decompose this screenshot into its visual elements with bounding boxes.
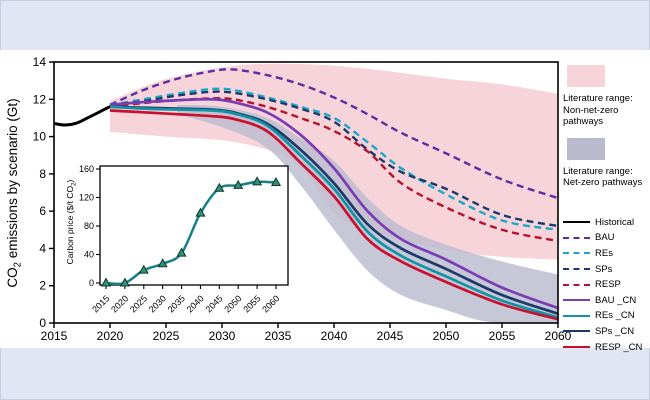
legend-patch-label-non-net-zero: Literature range: Non-net-zero pathways	[563, 93, 633, 127]
legend-line-swatch-sps-cn	[563, 330, 590, 333]
legend-line-swatch-res-cn	[563, 314, 590, 317]
svg-text:2025: 2025	[128, 293, 149, 314]
svg-text:120: 120	[79, 193, 94, 203]
svg-text:2055: 2055	[241, 293, 262, 314]
svg-text:8: 8	[39, 167, 46, 181]
svg-text:40: 40	[84, 250, 94, 260]
legend: Literature range: Non-net-zero pathways …	[563, 63, 650, 355]
inset-marker-triangle	[119, 277, 130, 287]
inset-ylabel-subscript: 2	[70, 182, 78, 186]
inset-marker-triangle	[100, 277, 112, 287]
legend-series-list: Historical BAU REs SPs RESP BAU _CN REs …	[563, 215, 650, 355]
main-axis-ticks: 2015 2020 2025 2030 2035 2040 2045 2050 2055 2060…	[33, 55, 572, 343]
inset-marker-triangle	[157, 258, 168, 268]
inset-y-axis-label: Carbon price ($/t CO2)	[65, 157, 78, 287]
svg-text:2020: 2020	[97, 329, 124, 343]
svg-text:2025: 2025	[153, 329, 180, 343]
series-line-bau	[109, 68, 558, 200]
inset-ylabel-text: Carbon price ($/t CO	[65, 185, 75, 265]
svg-text:2060: 2060	[260, 293, 281, 314]
svg-text:12: 12	[33, 92, 47, 106]
inset-marker-triangle	[233, 179, 244, 189]
svg-text:2045: 2045	[377, 329, 404, 343]
inset-marker-triangle	[195, 207, 206, 217]
legend-line-swatch-resp	[563, 283, 590, 286]
inset-marker-triangle	[176, 247, 187, 257]
legend-patch-net-zero	[567, 137, 605, 160]
svg-text:160: 160	[79, 164, 94, 174]
main-plot-border	[53, 61, 559, 324]
svg-text:2035: 2035	[166, 293, 187, 314]
legend-item-historical: Historical	[563, 215, 650, 231]
legend-line-swatch-sps	[563, 268, 590, 271]
legend-line-swatch-bau-cn	[563, 299, 590, 302]
svg-text:2030: 2030	[209, 329, 236, 343]
legend-item-resp-cn: RESP _CN	[563, 339, 650, 355]
inset-series-line	[105, 180, 277, 286]
svg-text:2040: 2040	[321, 329, 348, 343]
legend-item-resp: RESP	[563, 277, 650, 293]
svg-text:2050: 2050	[433, 329, 460, 343]
legend-patch-label-net-zero: Literature range: Net-zero pathways	[563, 165, 643, 189]
inset-marker-triangle	[214, 182, 225, 192]
svg-text:2045: 2045	[204, 293, 225, 314]
svg-text:4: 4	[39, 241, 46, 255]
series-line-sps	[109, 90, 558, 228]
svg-text:2055: 2055	[489, 329, 516, 343]
legend-item-sps-cn: SPs _CN	[563, 324, 650, 340]
legend-item-sps: SPs	[563, 261, 650, 277]
inset-marker-triangle	[138, 264, 149, 274]
legend-patch-non-net-zero	[567, 65, 605, 87]
inset-marker-triangle	[252, 176, 263, 186]
svg-text:80: 80	[84, 221, 94, 231]
legend-item-res-cn: REs _CN	[563, 308, 650, 324]
scenario-lines	[54, 68, 558, 321]
legend-item-bau-cn: BAU _CN	[563, 292, 650, 308]
inset-ylabel-text-rest: )	[65, 179, 75, 183]
ylabel-text: CO	[5, 267, 20, 288]
legend-line-swatch-resp-cn	[563, 346, 590, 349]
svg-text:10: 10	[33, 130, 47, 144]
legend-line-swatch-historical	[563, 221, 590, 224]
series-line-res-cn	[109, 105, 558, 319]
svg-text:6: 6	[39, 204, 46, 218]
svg-text:2015: 2015	[41, 329, 68, 343]
svg-text:14: 14	[33, 55, 47, 69]
svg-text:2050: 2050	[222, 293, 243, 314]
svg-text:2060: 2060	[545, 329, 572, 343]
svg-text:2020: 2020	[109, 293, 130, 314]
ylabel-text-rest: emissions by scenario (Gt)	[5, 98, 20, 262]
legend-item-bau: BAU	[563, 230, 650, 246]
legend-line-swatch-res	[563, 252, 590, 255]
ylabel-subscript: 2	[12, 261, 24, 268]
svg-text:2040: 2040	[185, 293, 206, 314]
main-y-axis-label: CO2 emissions by scenario (Gt)	[5, 53, 24, 333]
inset-chart: 0408012016020152020202520302035204020452…	[79, 164, 289, 315]
legend-item-res: REs	[563, 246, 650, 262]
inset-marker-triangle	[270, 177, 282, 187]
svg-text:2: 2	[39, 279, 46, 293]
svg-text:2015: 2015	[90, 293, 111, 314]
legend-line-swatch-bau	[563, 236, 590, 239]
svg-text:2030: 2030	[147, 293, 168, 314]
svg-text:2035: 2035	[265, 329, 292, 343]
svg-text:0: 0	[39, 316, 46, 330]
series-line-bau-cn	[109, 97, 558, 310]
svg-text:0: 0	[89, 278, 94, 288]
series-line-resp-cn	[109, 109, 558, 321]
